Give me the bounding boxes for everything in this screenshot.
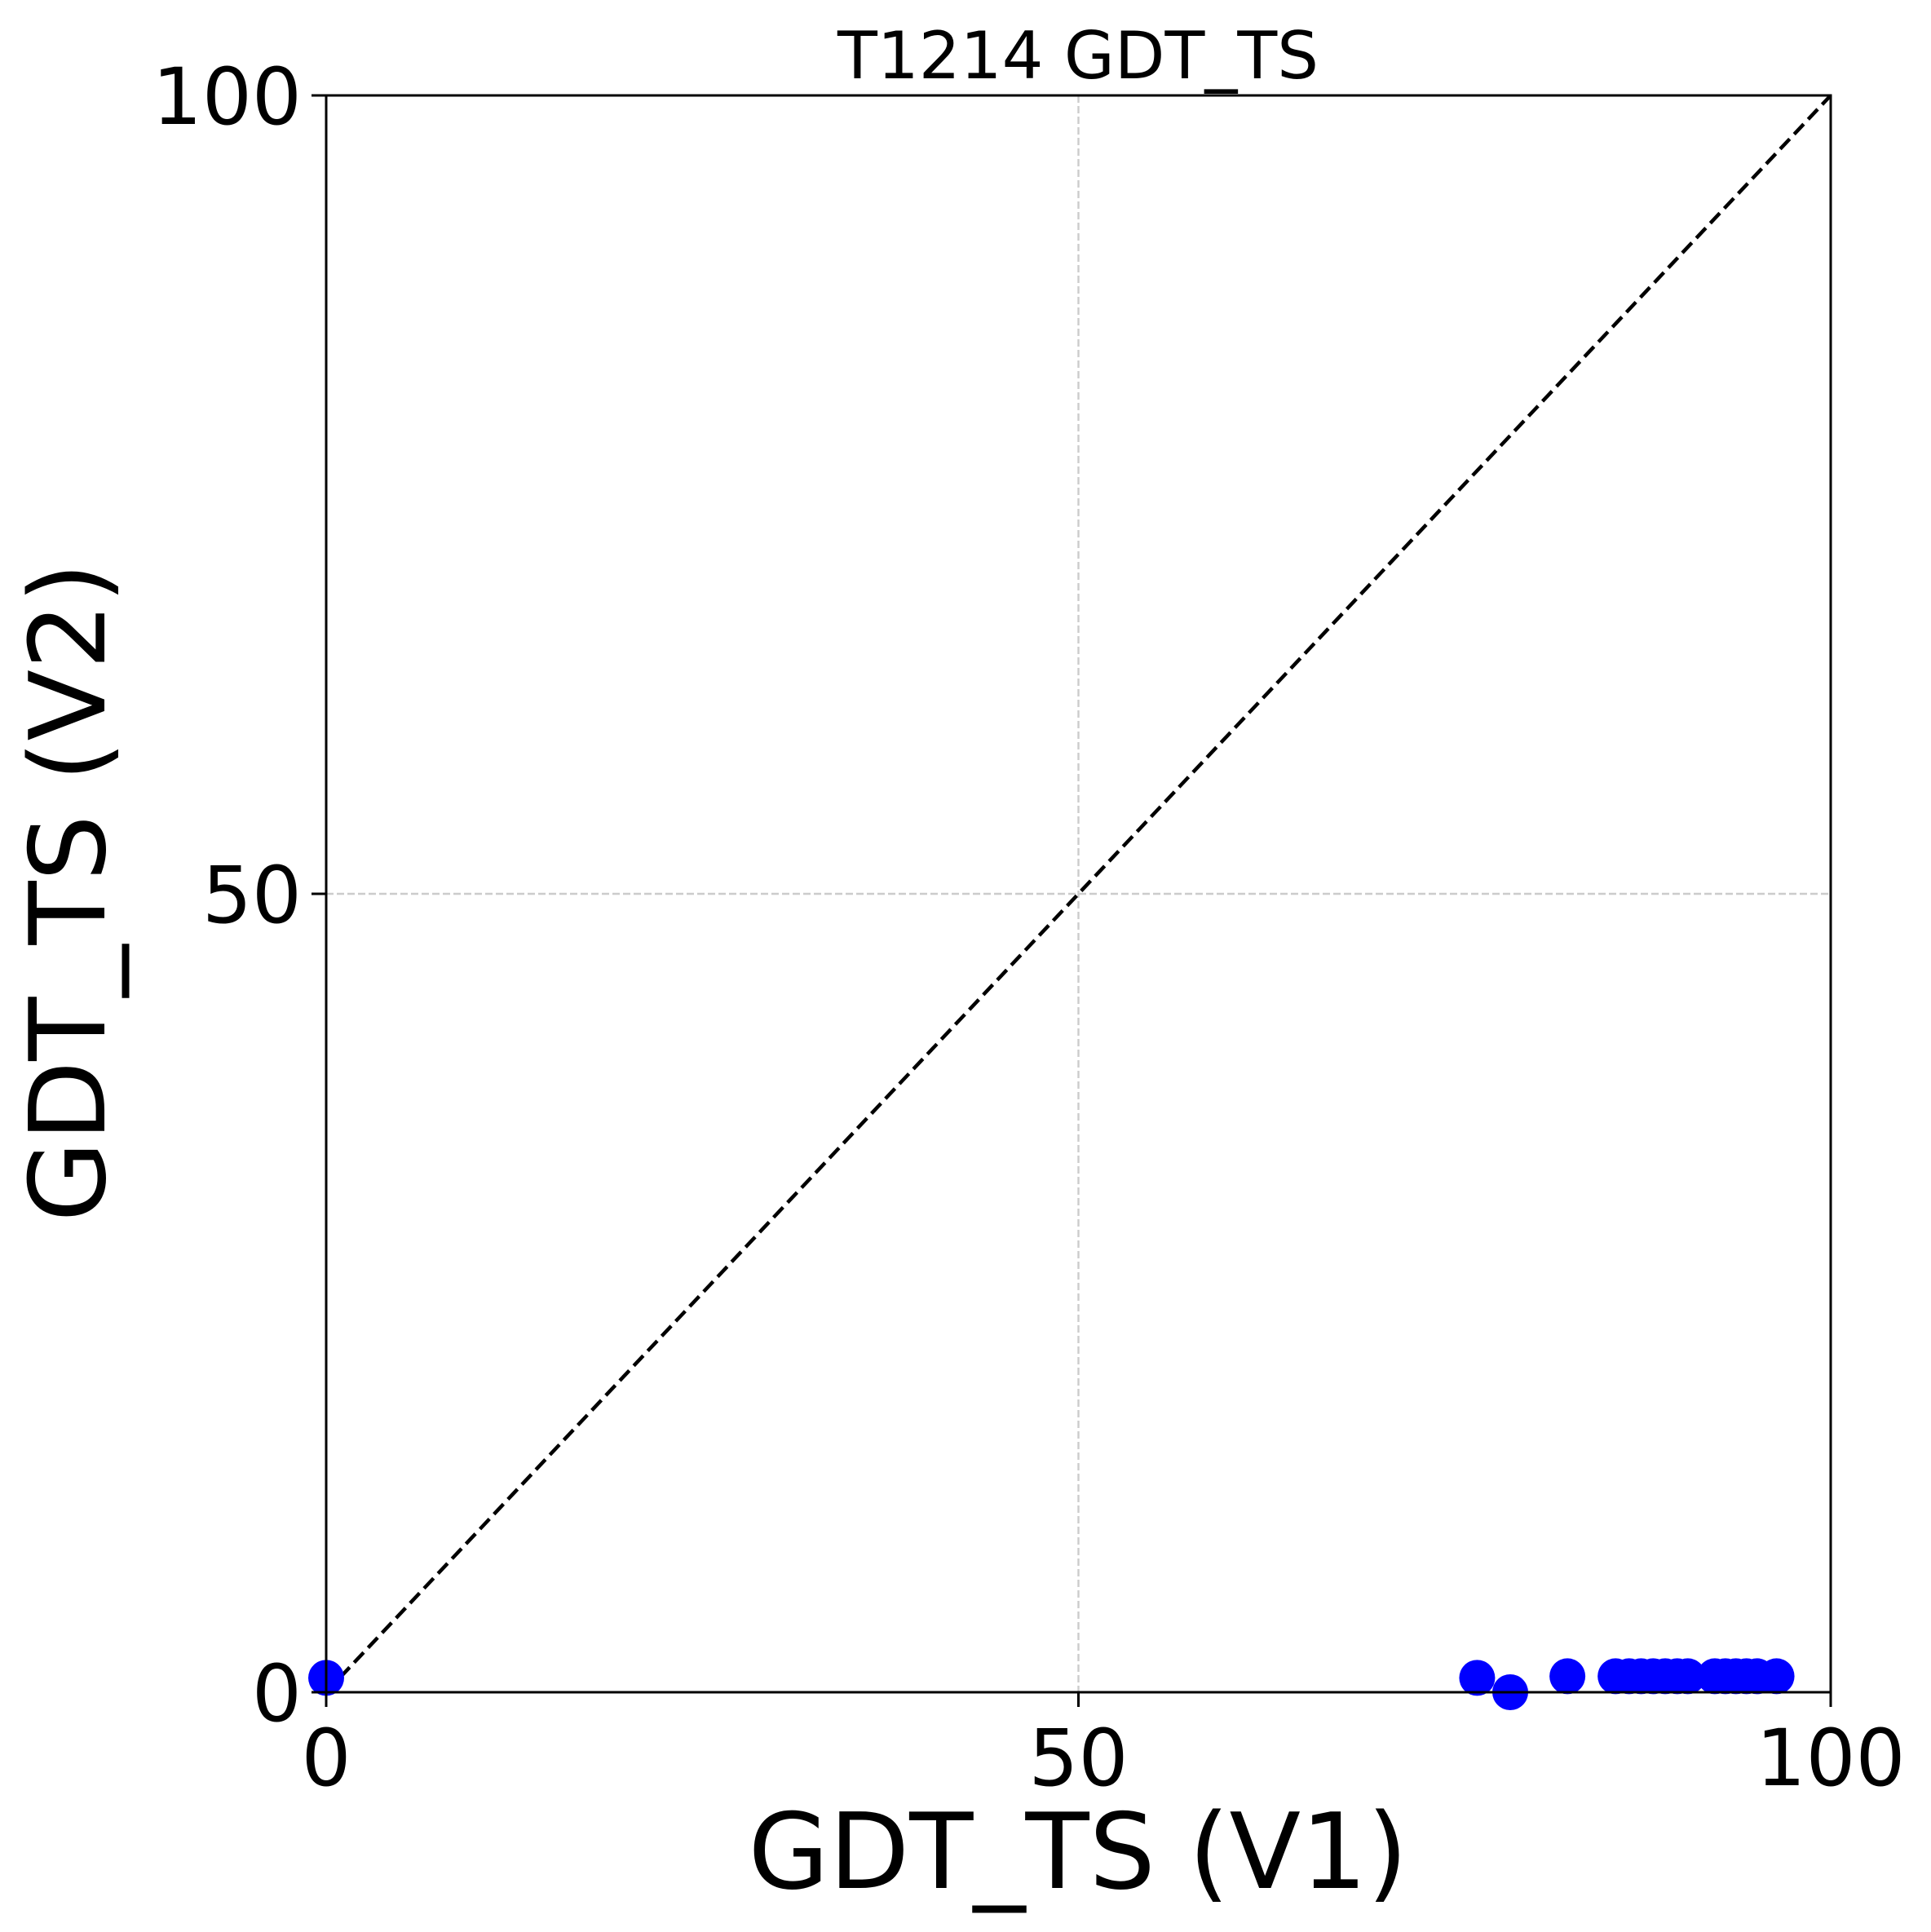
y-axis-label: GDT_TS (V2) bbox=[8, 563, 130, 1222]
x-tick-label: 100 bbox=[1756, 1713, 1905, 1804]
data-point bbox=[1459, 1660, 1496, 1696]
chart-title: T1214 GDT_TS bbox=[837, 18, 1319, 94]
axis-ticks: 0 50 100 0 50 100 bbox=[152, 51, 1906, 1804]
y-tick-label: 50 bbox=[202, 850, 302, 941]
data-point bbox=[1669, 1658, 1706, 1695]
reference-line bbox=[325, 94, 1832, 1694]
x-axis-label: GDT_TS (V1) bbox=[749, 1792, 1408, 1913]
data-point bbox=[1549, 1658, 1586, 1695]
grid-lines bbox=[326, 95, 1831, 1692]
reference-line-group bbox=[325, 94, 1832, 1694]
x-tick-label: 50 bbox=[1028, 1713, 1128, 1804]
y-tick-label: 0 bbox=[252, 1648, 302, 1740]
y-tick-label: 100 bbox=[152, 51, 302, 143]
x-tick-label: 0 bbox=[301, 1713, 351, 1804]
data-points bbox=[308, 1658, 1795, 1710]
data-point bbox=[1758, 1658, 1795, 1695]
